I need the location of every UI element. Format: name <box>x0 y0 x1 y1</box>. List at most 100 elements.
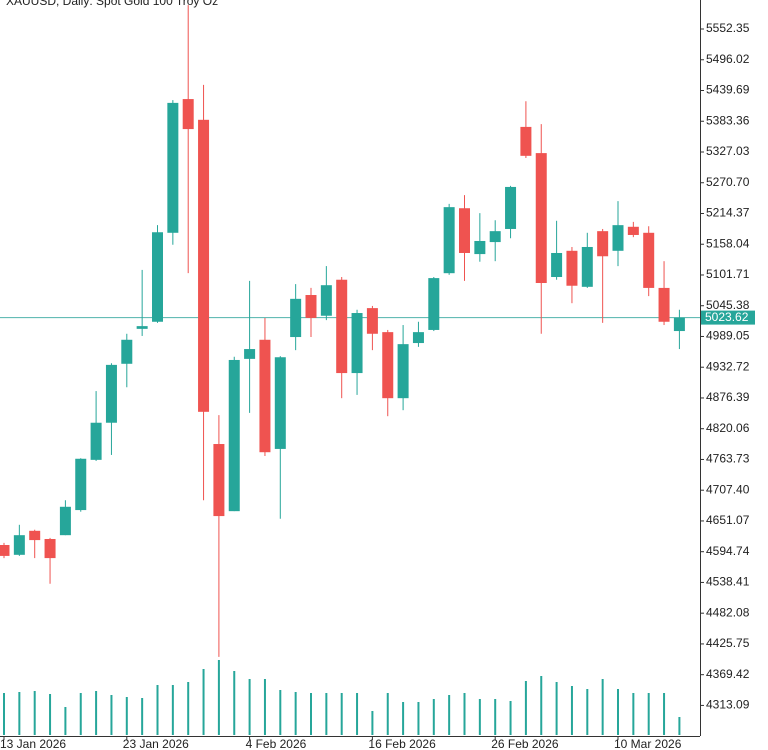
y-tick-label: 5101.71 <box>706 267 750 281</box>
chart-title: XAUUSD, Daily: Spot Gold 100 Troy Oz <box>6 0 218 8</box>
volume-bar <box>417 702 420 735</box>
candle-body <box>412 332 424 344</box>
volume-bar <box>279 690 282 735</box>
volume-bar <box>141 698 144 735</box>
candle-body <box>643 232 655 288</box>
volume-bar <box>202 669 205 735</box>
candle-body <box>0 545 10 556</box>
volume-bar <box>110 695 113 735</box>
candle-body <box>121 339 133 364</box>
candle-body <box>44 538 56 559</box>
volume-bar <box>18 692 21 735</box>
candle-body <box>366 308 378 334</box>
candle-body <box>520 126 532 156</box>
y-tick-label: 5045.38 <box>706 298 750 312</box>
volume-bar <box>310 693 312 735</box>
y-tick-label: 4989.05 <box>706 329 750 343</box>
candle-body <box>198 119 210 412</box>
volume-bar <box>49 694 52 735</box>
volume-bar <box>494 699 497 735</box>
current-price-label: 5023.62 <box>705 310 749 324</box>
volume-bar <box>632 693 635 735</box>
y-tick-label: 5383.36 <box>706 113 750 127</box>
volume-bar <box>79 693 82 735</box>
candle-body <box>90 422 102 460</box>
y-tick-label: 4876.39 <box>706 390 750 404</box>
candle-body <box>105 364 117 423</box>
volume-bar <box>248 679 251 735</box>
y-tick-label: 4932.72 <box>706 359 750 373</box>
candle-body <box>13 535 25 555</box>
candle-body <box>351 313 363 374</box>
y-tick-label: 4313.09 <box>706 698 750 712</box>
volume-bar <box>448 695 451 735</box>
volume-bar <box>586 689 589 735</box>
candle-body <box>397 344 409 399</box>
candle-body <box>336 279 348 374</box>
candle-body <box>459 208 470 253</box>
y-tick-label: 5270.70 <box>706 175 750 189</box>
volume-bar <box>402 702 405 735</box>
volume-bar <box>678 717 681 735</box>
y-tick-label: 4651.07 <box>706 513 750 527</box>
volume-bar <box>432 699 435 735</box>
volume-bar <box>570 686 573 735</box>
candle-body <box>551 252 563 278</box>
candle-body <box>658 287 670 322</box>
volume-bar <box>325 693 328 735</box>
y-tick-label: 4594.74 <box>706 544 750 558</box>
candle-body <box>213 444 225 517</box>
y-tick-label: 5439.69 <box>706 83 750 97</box>
candle-body <box>382 332 394 399</box>
candle-body <box>535 153 547 284</box>
candle-body <box>443 207 455 274</box>
volume-bar <box>263 679 266 735</box>
x-tick-label: 13 Jan 2026 <box>0 737 66 750</box>
volume-bar <box>509 701 512 735</box>
x-tick-label: 4 Feb 2026 <box>246 737 307 750</box>
y-tick-label: 4369.42 <box>706 667 750 681</box>
candle-body <box>244 349 256 359</box>
volume-bar <box>463 693 466 735</box>
candle-body <box>167 102 179 233</box>
volume-bar <box>356 693 359 735</box>
volume-bar <box>217 660 220 735</box>
x-tick-label: 26 Feb 2026 <box>491 737 559 750</box>
y-tick-label: 4763.73 <box>706 452 750 466</box>
volume-bar <box>647 693 650 735</box>
y-tick-label: 4538.41 <box>706 575 750 589</box>
y-tick-label: 5496.02 <box>706 52 750 66</box>
volume-bar <box>125 697 128 735</box>
y-tick-label: 5552.35 <box>706 21 750 35</box>
volume-bar <box>524 681 527 735</box>
y-tick-label: 5327.03 <box>706 144 750 158</box>
candle-body <box>627 226 639 235</box>
candle-body <box>505 186 517 229</box>
candle-body <box>136 326 148 329</box>
candle-body <box>566 250 578 286</box>
volume-bar <box>95 691 98 735</box>
volume-bar <box>601 679 604 735</box>
y-tick-label: 5158.04 <box>706 236 750 250</box>
volume-bar <box>187 682 190 735</box>
candle-body <box>581 246 593 287</box>
candle-body <box>612 225 624 251</box>
candle-body <box>320 285 332 316</box>
x-tick-label: 16 Feb 2026 <box>368 737 436 750</box>
candle-body <box>290 298 302 338</box>
candle-body <box>259 339 271 453</box>
candle-body <box>597 231 609 257</box>
volume-bar <box>371 711 374 735</box>
current-price-box <box>701 310 755 325</box>
volume-bar <box>156 685 159 735</box>
y-tick-label: 5214.37 <box>706 206 750 220</box>
candle-body <box>474 240 486 255</box>
x-tick-label: 10 Mar 2026 <box>614 737 682 750</box>
y-tick-label: 4482.08 <box>706 605 750 619</box>
volume-bar <box>294 692 297 735</box>
candle-body <box>489 231 501 243</box>
candle-body <box>228 359 240 512</box>
volume-bar <box>478 699 481 735</box>
volume-bar <box>386 693 389 735</box>
